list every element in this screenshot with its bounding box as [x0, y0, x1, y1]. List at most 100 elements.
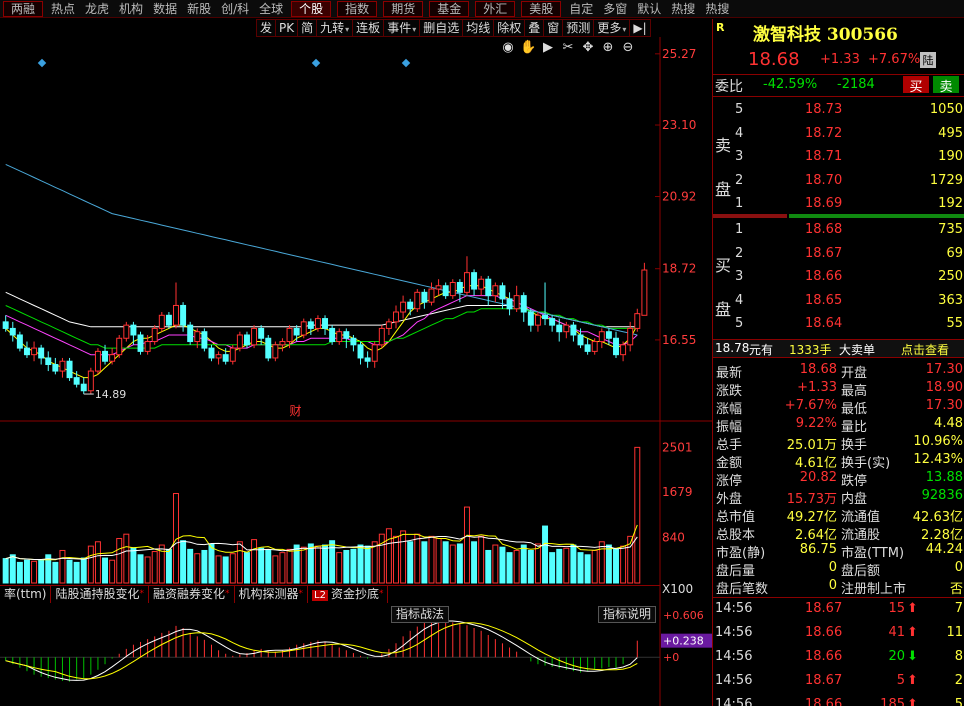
sell-volume-bar: [713, 214, 787, 218]
banner-link[interactable]: 点击查看: [901, 343, 950, 357]
level-volume: 55: [946, 316, 963, 331]
volume-bar: [279, 552, 286, 584]
toolbar-item[interactable]: 九转▾: [317, 19, 354, 37]
zoom-out-icon[interactable]: ⊖: [622, 40, 634, 55]
top-nav-item[interactable]: 指数: [337, 0, 378, 17]
level-num: 2: [735, 172, 744, 188]
scissors-icon[interactable]: ✂: [562, 40, 574, 55]
volume-ma-line: [5, 535, 638, 560]
quote-row: R 激智科技 300566: [713, 21, 964, 45]
candle: [634, 308, 641, 332]
quote-row: 最新 18.68 开盘 17.30: [713, 362, 964, 381]
chart-icon-row: ◉ ✋ ▶ ✂ ✥ ⊕ ⊖: [500, 40, 636, 55]
candle: [435, 279, 442, 296]
indicator-tab[interactable]: 机构探测器*: [235, 586, 309, 603]
volume-bar: [229, 553, 236, 584]
indicator-explain-button[interactable]: 指标说明: [598, 606, 657, 623]
volume-bar: [400, 530, 407, 584]
top-nav-item[interactable]: 机构: [119, 2, 144, 16]
quote-row: 14:56 18.66 41 ⬆ 11: [713, 625, 964, 643]
indicator-tab[interactable]: 率(ttm): [0, 586, 52, 603]
volume-bar: [556, 548, 563, 584]
indicator-strategy-button[interactable]: 指标战法: [391, 606, 450, 623]
kline-chart[interactable]: 25.27 23.10 20.92 18.72 16.55 14.89 财 2501 1679 8…: [0, 37, 712, 706]
volume-bar: [598, 541, 605, 584]
top-nav-item[interactable]: 多窗: [603, 2, 628, 16]
candle: [570, 321, 577, 342]
sell-button[interactable]: 卖: [933, 76, 959, 95]
indicator-tab-label: 率(ttm): [4, 587, 47, 601]
toolbar-item[interactable]: 连板: [353, 19, 385, 37]
top-nav-item[interactable]: 新股: [187, 2, 212, 16]
quote-row: 1 18.68 735: [713, 222, 964, 240]
toolbar-item[interactable]: 预测: [563, 19, 595, 37]
top-nav-item[interactable]: 自定: [569, 2, 594, 16]
toolbar-item[interactable]: 发: [256, 19, 277, 37]
toolbar-item[interactable]: 均线: [463, 19, 495, 37]
play-toggle-icon[interactable]: ▶|: [630, 19, 651, 37]
big-order-banner[interactable]: 18.78 元有 1333手 大卖单 点击查看: [713, 339, 964, 358]
toolbar-item[interactable]: 窗: [544, 19, 564, 37]
top-nav-item[interactable]: 热搜: [671, 2, 696, 16]
candle: [229, 344, 236, 365]
event-marker-icon[interactable]: [37, 58, 47, 68]
toolbar-item[interactable]: 删自选: [420, 19, 464, 37]
toolbar-item[interactable]: 简: [298, 19, 318, 37]
level-price: 18.65: [805, 292, 843, 308]
top-nav-item[interactable]: 热搜: [705, 2, 730, 16]
finance-marker[interactable]: 财: [290, 404, 302, 418]
level-volume: 250: [938, 269, 963, 284]
candle: [9, 321, 16, 342]
level-price: 18.69: [805, 196, 843, 211]
play-icon[interactable]: ▶: [543, 40, 553, 55]
stat-value: 12.43%: [913, 452, 963, 467]
stat-value: 0: [828, 578, 837, 593]
top-nav-item[interactable]: 创/科: [221, 2, 250, 16]
top-nav-item[interactable]: 外汇: [475, 0, 516, 17]
volume-bar: [613, 548, 619, 584]
price-change-pct: +7.67%: [868, 52, 921, 67]
top-nav-item[interactable]: 基金: [429, 0, 470, 17]
event-marker-icon[interactable]: [401, 58, 411, 68]
level-volume: 190: [938, 149, 963, 164]
banner-text: 元有: [749, 343, 774, 357]
cross-icon[interactable]: ✥: [582, 40, 594, 55]
top-nav-item[interactable]: 龙虎: [85, 2, 110, 16]
price-axis-label: 23.10: [662, 118, 696, 132]
quote-row: 涨跌 +1.33 最高 18.90: [713, 380, 964, 399]
toolbar-item[interactable]: 除权: [494, 19, 526, 37]
toolbar-item[interactable]: 叠: [525, 19, 545, 37]
toolbar-item[interactable]: PK: [276, 19, 299, 37]
indicator-tab[interactable]: L2 资金抄底*: [308, 586, 389, 603]
indicator-tab[interactable]: 陆股通持股变化*: [51, 586, 149, 603]
event-marker-icon[interactable]: [311, 58, 321, 68]
candle: [180, 302, 187, 332]
toolbar-item[interactable]: 事件▾: [384, 19, 421, 37]
toolbar-item[interactable]: 更多▾: [594, 19, 631, 37]
candle: [23, 341, 30, 358]
up-arrow-icon: ⬆: [907, 673, 918, 688]
dropdown-caret-icon: ▾: [622, 25, 627, 34]
eye-icon[interactable]: ◉: [502, 40, 514, 55]
top-nav-item[interactable]: 两融: [3, 0, 44, 17]
volume-bar: [23, 559, 30, 584]
top-nav-item[interactable]: 热点: [51, 2, 76, 16]
buy-button[interactable]: 买: [903, 76, 929, 95]
top-nav-item[interactable]: 个股: [291, 0, 332, 17]
star-icon: *: [139, 589, 144, 599]
stat-label: 换手(实): [841, 456, 891, 471]
top-nav-item[interactable]: 全球: [259, 2, 284, 16]
volume-bar: [463, 506, 470, 584]
zoom-in-icon[interactable]: ⊕: [602, 40, 614, 55]
indicator-tab-label: 资金抄底: [330, 587, 379, 601]
indicator-tab[interactable]: 融资融券变化*: [149, 586, 235, 603]
candle: [343, 328, 350, 349]
top-nav-item[interactable]: 默认: [637, 2, 662, 16]
top-nav-item[interactable]: 期货: [383, 0, 424, 17]
top-nav-item[interactable]: 美股: [521, 0, 562, 17]
volume-bar: [286, 548, 293, 584]
stat-value: 18.68: [799, 362, 837, 377]
top-nav-item[interactable]: 数据: [153, 2, 178, 16]
hand-icon[interactable]: ✋: [520, 40, 537, 55]
quote-row: 外盘 15.73万 内盘 92836: [713, 488, 964, 507]
